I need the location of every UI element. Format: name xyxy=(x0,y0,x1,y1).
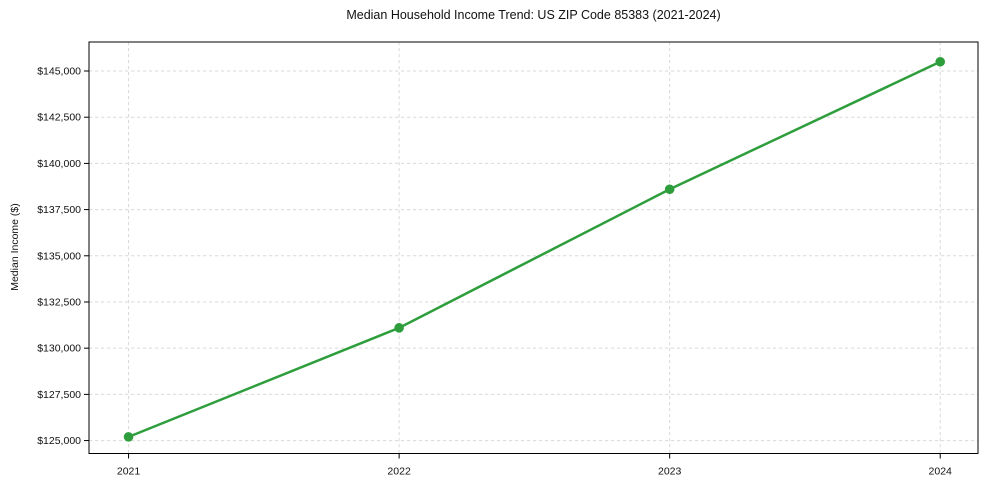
data-point-2021 xyxy=(123,432,134,442)
y-tick-label: $145,000 xyxy=(37,66,81,78)
y-tick-label: $135,000 xyxy=(37,250,81,262)
y-tick-label: $127,500 xyxy=(37,389,81,401)
plot-border xyxy=(88,41,979,454)
x-tick-label: 2022 xyxy=(387,466,411,478)
x-tick-label: 2021 xyxy=(117,466,141,478)
data-point-2023 xyxy=(664,184,675,195)
y-tick-label: $130,000 xyxy=(37,343,81,355)
series-line xyxy=(127,60,942,439)
chart-title: Median Household Income Trend: US ZIP Co… xyxy=(346,8,721,22)
y-tick-label: $140,000 xyxy=(37,158,81,170)
y-tick-label: $137,500 xyxy=(37,204,81,216)
data-point-2024 xyxy=(935,56,946,67)
y-tick-label: $125,000 xyxy=(37,435,81,447)
x-tick-label: 2024 xyxy=(929,466,953,478)
data-point-2022 xyxy=(394,323,404,333)
y-tick-label: $132,500 xyxy=(37,296,81,308)
y-tick-label: $142,500 xyxy=(37,112,81,124)
x-tick-label: 2023 xyxy=(658,466,682,478)
